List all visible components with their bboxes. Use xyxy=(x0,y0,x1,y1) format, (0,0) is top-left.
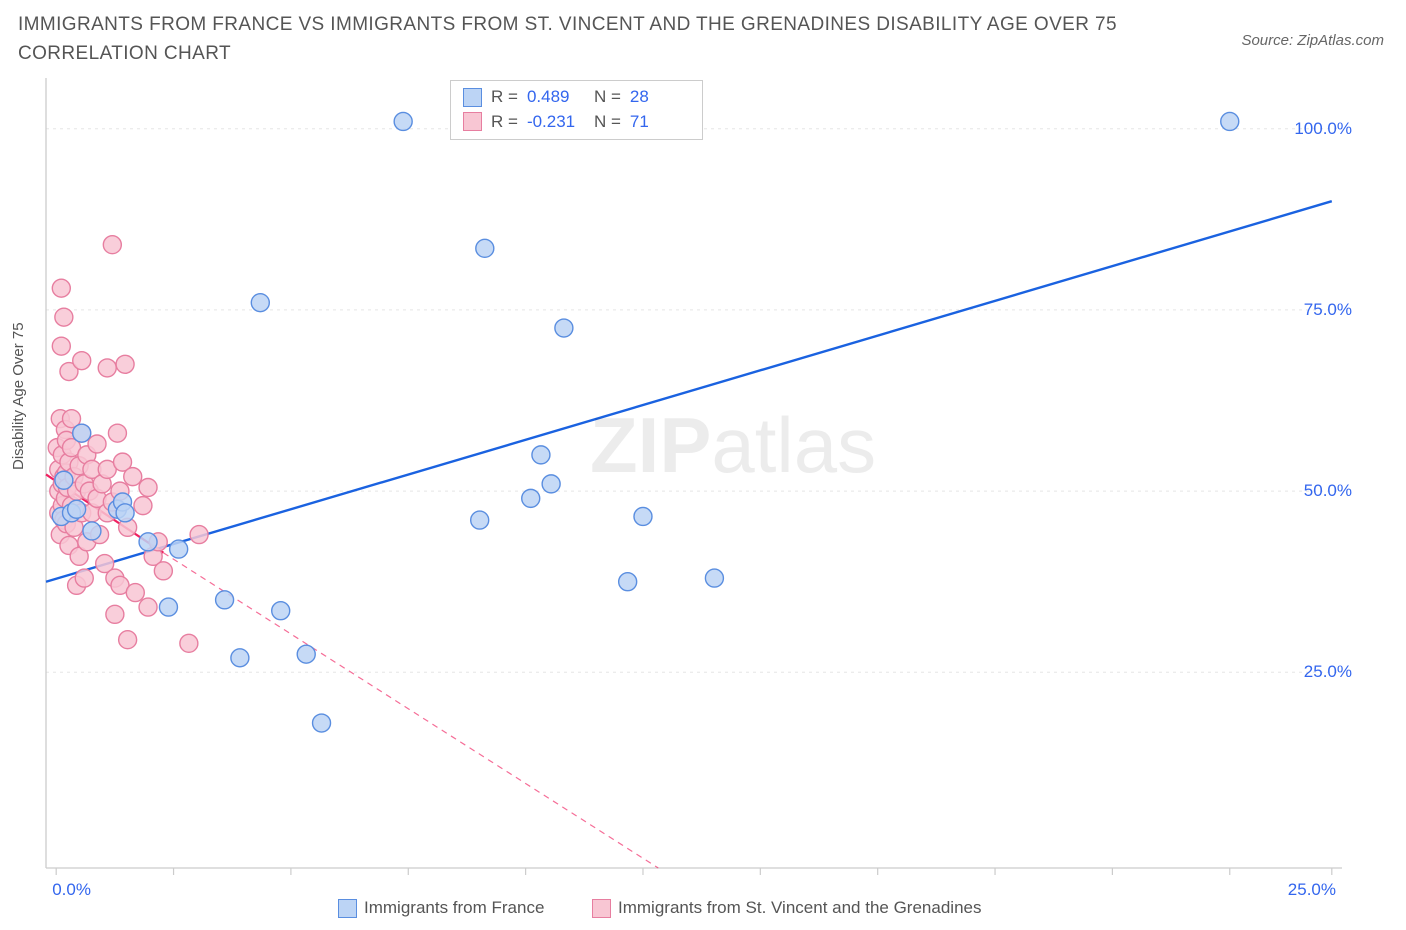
stat-n-value: 28 xyxy=(630,85,688,110)
stat-n-label: N = xyxy=(594,85,621,110)
swatch-icon xyxy=(463,88,482,107)
legend-item: Immigrants from France xyxy=(338,898,544,918)
scatter-chart xyxy=(0,0,1406,930)
stats-row: R = -0.231 N = 71 xyxy=(463,110,688,135)
stat-r-label: R = xyxy=(491,110,518,135)
swatch-icon xyxy=(463,112,482,131)
stat-r-label: R = xyxy=(491,85,518,110)
y-tick-label: 100.0% xyxy=(1272,119,1352,139)
x-tick-label: 25.0% xyxy=(1288,880,1336,900)
stat-n-label: N = xyxy=(594,110,621,135)
y-tick-label: 50.0% xyxy=(1272,481,1352,501)
y-tick-label: 25.0% xyxy=(1272,662,1352,682)
stats-row: R = 0.489 N = 28 xyxy=(463,85,688,110)
x-tick-label: 0.0% xyxy=(52,880,91,900)
stat-r-value: -0.231 xyxy=(527,110,585,135)
legend-label: Immigrants from France xyxy=(364,898,544,918)
correlation-stats-box: R = 0.489 N = 28 R = -0.231 N = 71 xyxy=(450,80,703,140)
swatch-icon xyxy=(592,899,611,918)
stat-n-value: 71 xyxy=(630,110,688,135)
y-tick-label: 75.0% xyxy=(1272,300,1352,320)
swatch-icon xyxy=(338,899,357,918)
legend-label: Immigrants from St. Vincent and the Gren… xyxy=(618,898,981,918)
stat-r-value: 0.489 xyxy=(527,85,585,110)
legend-item: Immigrants from St. Vincent and the Gren… xyxy=(592,898,981,918)
